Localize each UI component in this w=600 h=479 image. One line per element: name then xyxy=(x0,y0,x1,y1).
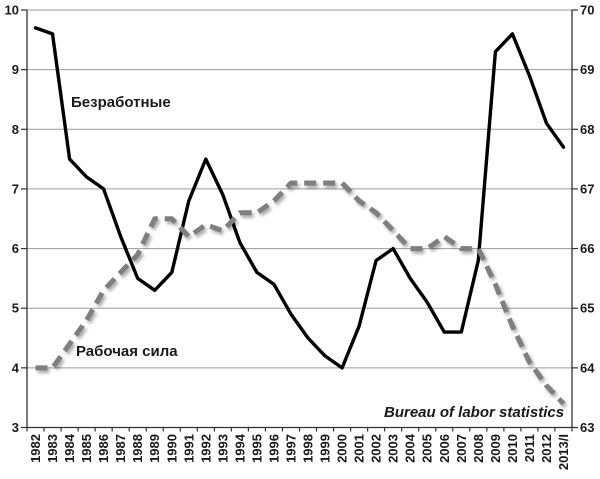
x-axis-label: 1997 xyxy=(283,434,298,463)
x-axis-label: 2002 xyxy=(369,434,384,463)
x-axis-label: 1983 xyxy=(45,434,60,463)
x-axis-label: 2001 xyxy=(352,434,367,463)
y-axis-label-right: 66 xyxy=(580,241,594,256)
y-axis-label-right: 65 xyxy=(580,301,594,316)
y-axis-label-left: 6 xyxy=(12,241,19,256)
x-axis-label: 2011 xyxy=(522,434,537,462)
x-axis-label: 1999 xyxy=(318,434,333,463)
y-axis-label-left: 8 xyxy=(12,122,19,137)
x-axis-label: 1991 xyxy=(181,434,196,463)
x-axis-label: 2013/I xyxy=(556,434,571,470)
x-axis-label: 1993 xyxy=(215,434,230,463)
x-axis-label: 1987 xyxy=(113,434,128,463)
y-axis-label-left: 4 xyxy=(12,360,20,375)
x-axis-label: 1985 xyxy=(79,434,94,463)
x-axis-label: 2008 xyxy=(471,434,486,463)
y-axis-label-right: 67 xyxy=(580,181,594,196)
x-axis-label: 2000 xyxy=(335,434,350,463)
x-axis-label: 1996 xyxy=(266,434,281,463)
y-axis-label-left: 7 xyxy=(12,181,19,196)
x-axis-label: 1984 xyxy=(62,433,77,463)
x-axis-label: 2004 xyxy=(403,433,418,463)
x-axis-label: 1990 xyxy=(164,434,179,463)
x-axis-label: 2009 xyxy=(488,434,503,463)
y-axis-label-left: 5 xyxy=(12,301,19,316)
y-axis-label-left: 3 xyxy=(12,420,19,435)
x-axis-label: 2006 xyxy=(437,434,452,463)
x-axis-label: 1998 xyxy=(301,434,316,463)
y-axis-label-left: 9 xyxy=(12,62,19,77)
y-axis-label-left: 10 xyxy=(5,3,19,18)
x-axis-label: 2010 xyxy=(505,434,520,463)
x-axis-label: 1982 xyxy=(28,434,43,463)
x-axis-label: 1986 xyxy=(96,434,111,463)
x-axis-label: 2007 xyxy=(454,434,469,463)
source-annotation: Bureau of labor statistics xyxy=(384,404,565,421)
labor-force-line xyxy=(35,180,566,406)
labor-force-line-shadow xyxy=(37,182,568,408)
x-axis-label: 2005 xyxy=(420,434,435,463)
series-label-labor-force: Рабочая сила xyxy=(76,343,178,360)
y-axis-label-right: 68 xyxy=(580,122,594,137)
x-axis-label: 1989 xyxy=(147,434,162,463)
x-axis-label: 1988 xyxy=(130,434,145,463)
x-axis-label: 2012 xyxy=(539,434,554,463)
y-axis-label-right: 63 xyxy=(580,420,594,435)
y-axis-label-right: 69 xyxy=(580,62,594,77)
x-axis-label: 1992 xyxy=(198,434,213,463)
y-axis-label-right: 64 xyxy=(580,360,595,375)
unemployment-line xyxy=(33,26,566,370)
x-axis-label: 2003 xyxy=(386,434,401,463)
y-axis-label-right: 70 xyxy=(580,3,594,18)
series-label-unemployed: Безработные xyxy=(71,94,171,111)
x-axis-label: 1994 xyxy=(232,433,247,463)
x-axis-label: 1995 xyxy=(249,434,264,463)
